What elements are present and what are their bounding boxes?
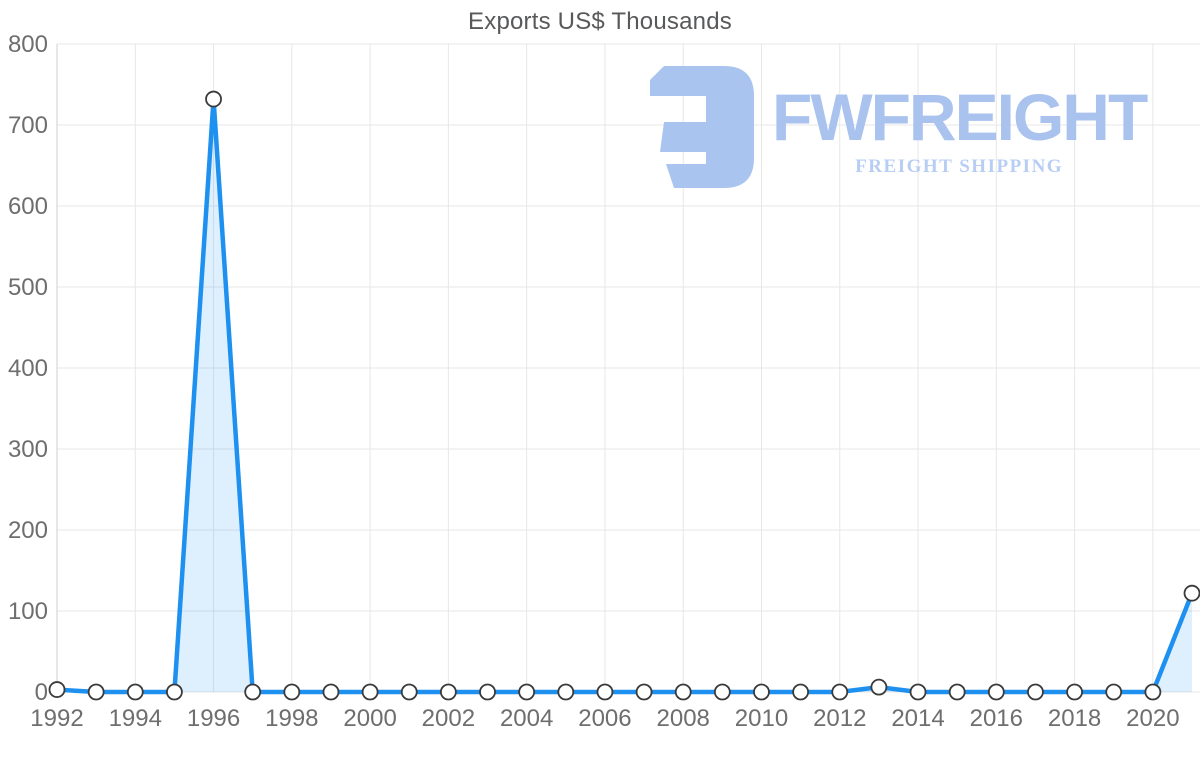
y-axis-label: 800: [8, 31, 48, 58]
data-point-1992[interactable]: [48, 681, 66, 698]
data-point-2018[interactable]: [1066, 683, 1083, 701]
data-point-2001[interactable]: [400, 683, 418, 701]
data-point-2000[interactable]: [361, 683, 379, 701]
series-area-fill: [57, 99, 1192, 692]
x-axis-label: 2000: [343, 705, 396, 732]
y-axis-label: 600: [8, 193, 48, 220]
data-point-2013[interactable]: [870, 678, 888, 696]
x-axis-label: 1994: [109, 705, 162, 732]
y-axis-label: 100: [8, 598, 48, 625]
x-axis-label: 2020: [1126, 705, 1179, 732]
x-axis-label: 2004: [500, 705, 553, 732]
data-point-2002[interactable]: [439, 683, 457, 701]
x-axis-label: 2008: [657, 705, 710, 732]
x-axis-label: 1992: [30, 705, 83, 732]
data-point-2004[interactable]: [518, 683, 536, 701]
data-point-1996[interactable]: [205, 90, 222, 108]
x-axis-label: 2012: [813, 705, 866, 732]
x-axis-label: 2006: [578, 705, 631, 732]
data-point-2010[interactable]: [753, 683, 770, 701]
data-point-2021[interactable]: [1183, 584, 1200, 602]
data-point-2015[interactable]: [948, 683, 966, 701]
y-axis-label: 400: [8, 355, 48, 382]
data-point-2016[interactable]: [987, 683, 1005, 701]
data-point-1993[interactable]: [87, 683, 105, 701]
data-point-2012[interactable]: [831, 683, 849, 701]
y-axis-label: 500: [8, 274, 48, 301]
data-point-1999[interactable]: [322, 683, 340, 701]
data-point-1995[interactable]: [166, 683, 183, 701]
data-point-2017[interactable]: [1027, 683, 1044, 701]
data-point-2008[interactable]: [674, 683, 692, 701]
x-axis-label: 1998: [265, 705, 318, 732]
data-point-2014[interactable]: [909, 683, 927, 701]
x-axis-label: 2014: [891, 705, 944, 732]
data-point-1994[interactable]: [126, 683, 144, 701]
x-axis-label: 2016: [970, 705, 1023, 732]
y-axis-label: 300: [8, 436, 48, 463]
data-point-2006[interactable]: [596, 683, 614, 701]
data-point-2003[interactable]: [479, 683, 496, 701]
y-axis-label: 700: [8, 112, 48, 139]
data-point-2005[interactable]: [557, 683, 575, 701]
x-axis-label: 1996: [187, 705, 240, 732]
x-axis-label: 2002: [422, 705, 475, 732]
data-point-2011[interactable]: [792, 683, 810, 701]
data-point-1997[interactable]: [244, 683, 262, 701]
data-point-2019[interactable]: [1105, 683, 1123, 701]
y-axis-label: 200: [8, 517, 48, 544]
chart-title: Exports US$ Thousands: [468, 8, 732, 35]
data-point-2009[interactable]: [713, 683, 731, 701]
data-point-1998[interactable]: [283, 683, 301, 701]
y-axis-label: 0: [35, 679, 48, 706]
data-point-2020[interactable]: [1144, 683, 1162, 701]
x-axis-label: 2010: [735, 705, 788, 732]
x-axis-label: 2018: [1048, 705, 1101, 732]
data-point-2007[interactable]: [635, 683, 653, 701]
